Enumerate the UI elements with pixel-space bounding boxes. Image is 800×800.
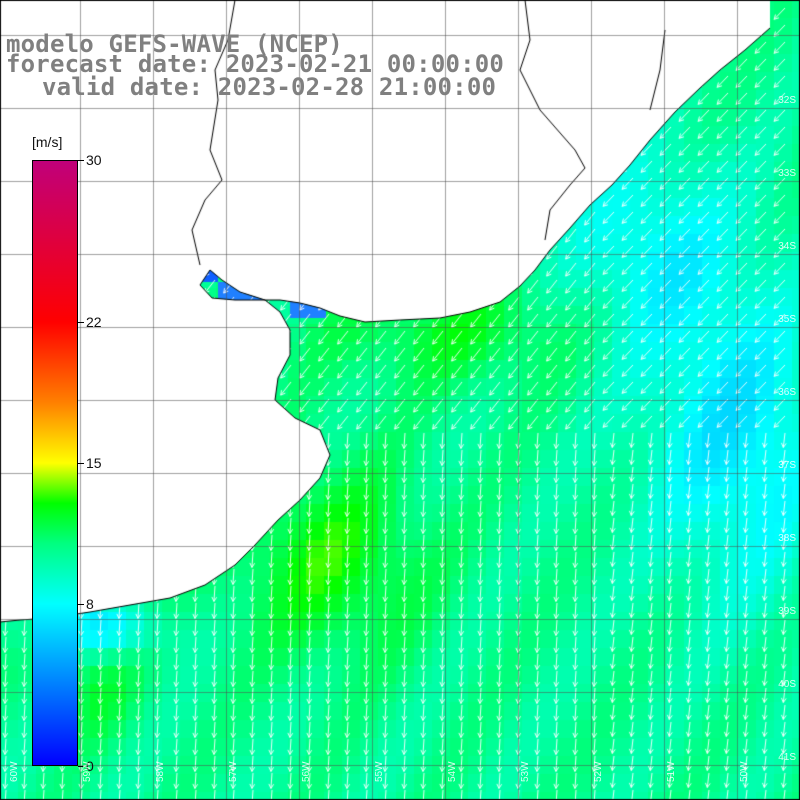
lat-label: 36S: [778, 387, 796, 398]
lon-label: 53W: [520, 761, 531, 782]
lon-label: 59W: [82, 761, 93, 782]
colorbar-tick-label: 15: [86, 455, 102, 471]
colorbar-tick-mark: [78, 766, 84, 767]
lon-label: 56W: [301, 761, 312, 782]
lon-label: 51W: [666, 761, 677, 782]
lon-label: 54W: [447, 761, 458, 782]
valid-date: valid date: 2023-02-28 21:00:00: [42, 73, 497, 101]
lon-label: 58W: [155, 761, 166, 782]
lat-label: 34S: [778, 241, 796, 252]
colorbar: [32, 160, 78, 766]
lat-label: 39S: [778, 606, 796, 617]
lat-label: 33S: [778, 168, 796, 179]
lat-label: 41S: [778, 752, 796, 763]
forecast-date: forecast date: 2023-02-21 00:00:00: [6, 50, 505, 78]
lat-label: 40S: [778, 679, 796, 690]
model-title: modelo GEFS-WAVE (NCEP): [6, 30, 343, 58]
colorbar-tick-label: 30: [86, 152, 102, 168]
lon-label: 60W: [9, 761, 20, 782]
colorbar-tick-label: 0: [86, 758, 94, 774]
lat-label: 37S: [778, 460, 796, 471]
lon-label: 50W: [739, 761, 750, 782]
lon-label: 55W: [374, 761, 385, 782]
colorbar-tick-mark: [78, 463, 84, 464]
colorbar-unit: [m/s]: [32, 134, 63, 150]
lat-label: 35S: [778, 314, 796, 325]
lon-label: 52W: [593, 761, 604, 782]
lat-label: 32S: [778, 95, 796, 106]
colorbar-tick-label: 22: [86, 313, 102, 330]
colorbar-tick-mark: [78, 321, 84, 323]
colorbar-tick-mark: [78, 604, 84, 606]
colorbar-tick-mark: [78, 160, 84, 161]
lat-label: 38S: [778, 533, 796, 544]
colorbar-tick-label: 8: [86, 596, 94, 613]
lon-label: 57W: [228, 761, 239, 782]
